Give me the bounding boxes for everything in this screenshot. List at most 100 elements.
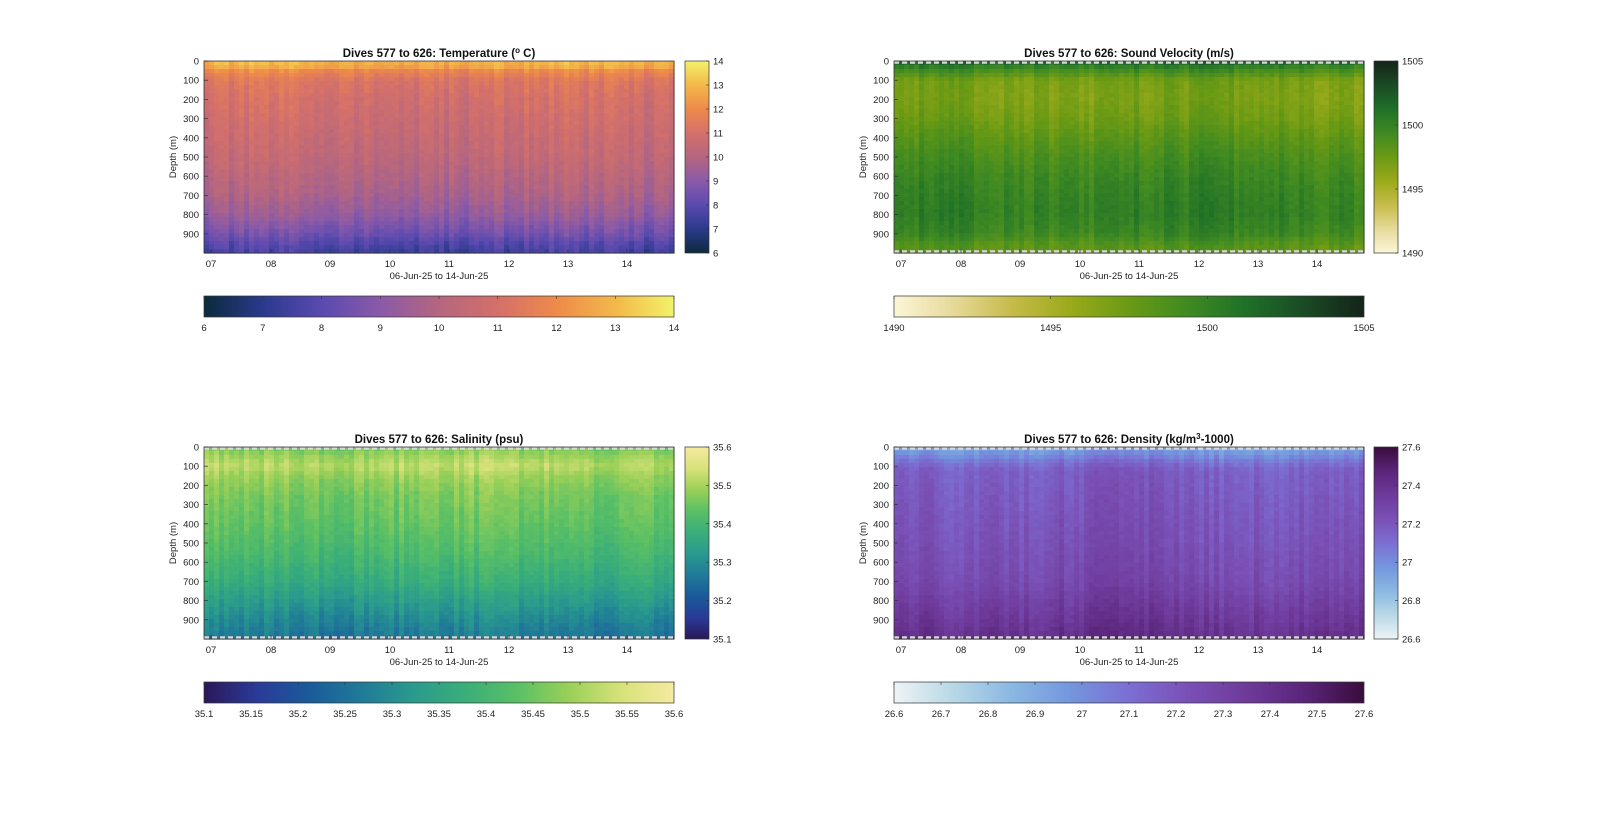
heatmap-cell bbox=[269, 173, 275, 178]
heatmap-cell bbox=[599, 129, 605, 134]
heatmap-cell bbox=[359, 125, 365, 130]
heatmap-cell bbox=[664, 77, 670, 82]
heatmap-cell bbox=[549, 201, 555, 206]
heatmap-cell bbox=[214, 89, 220, 94]
heatmap-cell bbox=[559, 157, 565, 162]
heatmap-cell bbox=[294, 189, 300, 194]
heatmap-cell bbox=[524, 129, 530, 134]
heatmap-cell bbox=[579, 205, 585, 210]
heatmap-cell bbox=[514, 245, 520, 250]
heatmap-cell bbox=[219, 97, 225, 102]
heatmap-cell bbox=[379, 205, 385, 210]
heatmap-cell bbox=[319, 189, 325, 194]
heatmap-cell bbox=[234, 221, 240, 226]
heatmap-cell bbox=[524, 77, 530, 82]
heatmap-cell bbox=[564, 137, 570, 142]
heatmap-cell bbox=[314, 213, 320, 218]
heatmap-cell bbox=[409, 129, 415, 134]
heatmap-cell bbox=[494, 189, 500, 194]
heatmap-cell bbox=[664, 117, 670, 122]
heatmap-cell bbox=[399, 241, 405, 246]
heatmap-cell bbox=[509, 177, 515, 182]
heatmap-cell bbox=[529, 101, 535, 106]
heatmap-cell bbox=[439, 121, 445, 126]
heatmap-cell bbox=[639, 241, 645, 246]
heatmap-cell bbox=[659, 229, 665, 234]
heatmap-cell bbox=[559, 113, 565, 118]
heatmap-cell bbox=[279, 89, 285, 94]
heatmap-cell bbox=[499, 113, 505, 118]
heatmap-cell bbox=[344, 133, 350, 138]
heatmap-cell bbox=[624, 125, 630, 130]
heatmap-cell bbox=[324, 137, 330, 142]
heatmap-cell bbox=[639, 77, 645, 82]
heatmap-cell bbox=[329, 241, 335, 246]
heatmap-cell bbox=[474, 61, 480, 66]
heatmap-cell bbox=[579, 93, 585, 98]
heatmap-cell bbox=[894, 169, 900, 174]
heatmap-cell bbox=[439, 89, 445, 94]
heatmap-cell bbox=[414, 169, 420, 174]
heatmap-cell bbox=[319, 125, 325, 130]
heatmap-cell bbox=[414, 165, 420, 170]
heatmap-cell bbox=[899, 137, 905, 142]
heatmap-cell bbox=[284, 237, 290, 242]
heatmap-cell bbox=[384, 61, 390, 66]
heatmap-cell bbox=[214, 197, 220, 202]
heatmap-cell bbox=[414, 225, 420, 230]
heatmap-cell bbox=[659, 97, 665, 102]
heatmap-cell bbox=[204, 245, 210, 250]
heatmap-cell bbox=[274, 241, 280, 246]
heatmap-cell bbox=[314, 113, 320, 118]
heatmap-cell bbox=[444, 105, 450, 110]
heatmap-cell bbox=[204, 213, 210, 218]
heatmap-cell bbox=[209, 149, 215, 154]
heatmap-cell bbox=[554, 201, 560, 206]
heatmap-cell bbox=[924, 221, 930, 226]
heatmap-cell bbox=[474, 125, 480, 130]
heatmap-cell bbox=[439, 197, 445, 202]
heatmap-cell bbox=[399, 113, 405, 118]
heatmap-cell bbox=[639, 189, 645, 194]
heatmap-cell bbox=[304, 213, 310, 218]
heatmap-cell bbox=[254, 141, 260, 146]
heatmap-cell bbox=[434, 181, 440, 186]
heatmap-cell bbox=[324, 225, 330, 230]
heatmap-cell bbox=[459, 73, 465, 78]
heatmap-cell bbox=[404, 129, 410, 134]
heatmap-cell bbox=[294, 205, 300, 210]
heatmap-cell bbox=[319, 105, 325, 110]
heatmap-cell bbox=[509, 113, 515, 118]
heatmap-cell bbox=[249, 65, 255, 70]
heatmap-cell bbox=[494, 125, 500, 130]
heatmap-cell bbox=[429, 145, 435, 150]
heatmap-cell bbox=[519, 113, 525, 118]
heatmap-cell bbox=[644, 205, 650, 210]
heatmap-cell bbox=[899, 149, 905, 154]
heatmap-cell bbox=[239, 213, 245, 218]
heatmap-cell bbox=[554, 217, 560, 222]
heatmap-cell bbox=[239, 241, 245, 246]
heatmap-cell bbox=[564, 169, 570, 174]
heatmap-cell bbox=[504, 125, 510, 130]
heatmap-cell bbox=[319, 145, 325, 150]
heatmap-cell bbox=[614, 77, 620, 82]
heatmap-cell bbox=[919, 89, 925, 94]
heatmap-cell bbox=[479, 189, 485, 194]
heatmap-cell bbox=[239, 73, 245, 78]
heatmap-cell bbox=[529, 97, 535, 102]
heatmap-cell bbox=[469, 161, 475, 166]
heatmap-cell bbox=[224, 193, 230, 198]
heatmap-cell bbox=[284, 133, 290, 138]
heatmap-cell bbox=[484, 133, 490, 138]
heatmap-cell bbox=[424, 173, 430, 178]
heatmap-cell bbox=[534, 133, 540, 138]
heatmap-cell bbox=[209, 189, 215, 194]
heatmap-cell bbox=[434, 197, 440, 202]
heatmap-cell bbox=[369, 109, 375, 114]
heatmap-cell bbox=[439, 157, 445, 162]
heatmap-cell bbox=[469, 133, 475, 138]
heatmap-cell bbox=[374, 109, 380, 114]
heatmap-cell bbox=[644, 209, 650, 214]
heatmap-cell bbox=[229, 125, 235, 130]
